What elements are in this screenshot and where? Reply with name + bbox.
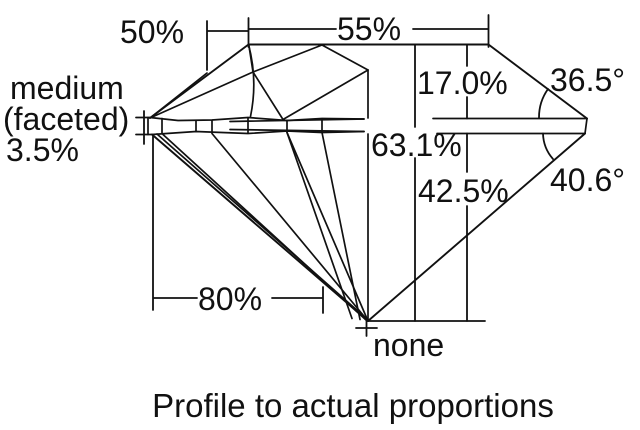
pavilion-angle-arc (542, 132, 554, 160)
girdle-thickness-ticks (135, 110, 153, 145)
pavilion-main-line-3 (286, 131, 353, 320)
crown-fan-line-2 (149, 72, 208, 119)
right-pavilion-slope (367, 132, 586, 322)
table-size-label: 55% (337, 11, 401, 47)
girdle-right-cap (584, 117, 588, 135)
lower-girdle-label: 80% (198, 281, 262, 317)
girdle-label-line2: (faceted) (3, 101, 129, 137)
girdle-label-line3: 3.5% (6, 132, 79, 168)
culet-label: none (373, 327, 444, 363)
dimension-linework (135, 14, 554, 337)
crown-angle-arc (538, 88, 549, 119)
girdle-top-inner-line (229, 118, 365, 123)
kite-facet-right-edge (321, 44, 369, 71)
pavilion-main-line-4 (321, 131, 361, 321)
total-depth-label: 63.1% (371, 127, 462, 163)
kite-facet-left-edge (252, 44, 323, 73)
crown-facet-lines (149, 43, 369, 121)
crown-fan-line-1 (149, 71, 254, 119)
crown-height-label: 17.0% (417, 65, 508, 101)
upper-girdle-ridge-right (282, 69, 369, 121)
right-crown-slope (487, 43, 588, 120)
diagram-caption: Profile to actual proportions (152, 387, 554, 424)
pavilion-facet-lines (156, 131, 369, 322)
girdle-bottom-inner-line (229, 128, 365, 133)
crown-angle-label: 36.5° (550, 62, 625, 98)
culet-cross-mark (355, 320, 378, 337)
star-facet-left-edge (248, 45, 254, 73)
girdle-band (147, 116, 588, 136)
girdle-label-line1: medium (10, 70, 124, 106)
lower-girdle-dimension-line (152, 134, 324, 314)
girdle-bottom-wavy-line (151, 130, 365, 136)
table-size-dimension-line (247, 14, 490, 48)
star-length-dimension-line (206, 17, 250, 71)
pavilion-depth-label: 42.5% (418, 173, 509, 209)
lower-girdle-double-line-b (162, 133, 367, 321)
girdle-facet-dividers (161, 117, 323, 135)
pavilion-angle-label: 40.6° (550, 162, 625, 198)
upper-girdle-ridge-left (252, 71, 284, 121)
star-length-label: 50% (120, 14, 184, 50)
